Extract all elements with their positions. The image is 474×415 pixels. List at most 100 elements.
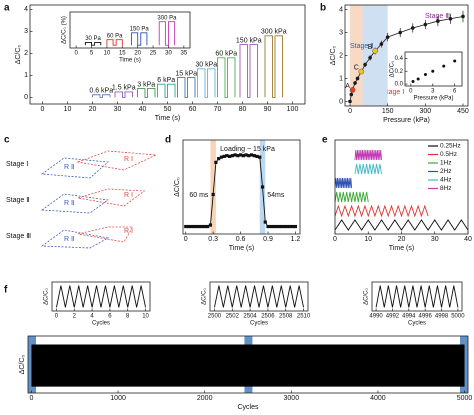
- stage-label: Stage Ⅲ: [6, 233, 31, 240]
- data-line: [106, 39, 123, 46]
- plot-frame: [209, 281, 309, 312]
- data-point: [233, 153, 237, 157]
- data-point: [192, 224, 196, 229]
- point-label: A: [345, 83, 350, 90]
- highlight-point: [372, 48, 378, 54]
- region-label: R Ⅱ: [64, 236, 74, 243]
- x-tick-label: 30: [114, 106, 122, 113]
- data-point: [214, 160, 218, 164]
- series-label: 60 kPa: [215, 51, 237, 58]
- x-tick-label: 150: [382, 108, 394, 115]
- y-tick-label: 0.2: [395, 69, 404, 75]
- data-line: [56, 285, 146, 308]
- data-point: [225, 154, 229, 158]
- plot-frame: [371, 281, 463, 312]
- series-label: 150 Pa: [130, 26, 150, 32]
- x-tick-label: 450: [457, 108, 469, 115]
- x-tick-label: 1.2: [291, 236, 301, 243]
- panel-label: a: [4, 3, 10, 14]
- x-tick-label: 20: [134, 51, 141, 57]
- data-line: [157, 83, 176, 98]
- x-tick-label: 2: [73, 314, 77, 320]
- legend-label: 0.25Hz: [440, 143, 461, 150]
- data-line: [264, 35, 283, 98]
- panel-label: c: [4, 135, 10, 146]
- region-label: R Ⅱ: [64, 164, 74, 171]
- plot-frame: [69, 11, 191, 49]
- x-tick-label: 0: [74, 51, 78, 57]
- data-point: [263, 220, 267, 224]
- data-point: [423, 22, 428, 27]
- y-axis-label: ΔC/C₀: [19, 355, 26, 375]
- data-point: [271, 224, 276, 229]
- data-point: [266, 224, 270, 229]
- legend-label: 0.5Hz: [440, 151, 457, 158]
- stage-label: Stage Ⅰ: [382, 89, 404, 96]
- x-axis-label: Cycles: [408, 321, 426, 327]
- data-point: [195, 224, 199, 229]
- data-point: [288, 224, 292, 229]
- x-axis-label: Cycles: [250, 321, 268, 327]
- panel-label: e: [322, 135, 328, 146]
- x-axis-label: Cycles: [92, 321, 110, 327]
- x-tick-label: 20: [398, 236, 406, 243]
- point-label: B: [368, 44, 373, 51]
- plot-frame: [344, 4, 469, 107]
- data-point: [355, 76, 360, 81]
- x-tick-label: 8: [126, 314, 130, 320]
- data-line: [131, 32, 148, 46]
- data-line: [334, 219, 469, 231]
- x-tick-label: 0: [30, 395, 34, 402]
- data-point: [255, 154, 259, 159]
- y-tick-label: 4: [339, 6, 343, 13]
- data-point: [293, 224, 298, 229]
- highlight-point: [358, 68, 365, 75]
- x-tick-label: 90: [264, 106, 272, 113]
- region-outline: [77, 226, 134, 243]
- x-tick-label: 0: [348, 108, 352, 115]
- legend-label: 8Hz: [440, 185, 452, 192]
- data-point: [184, 224, 188, 229]
- x-tick-label: 70: [214, 106, 222, 113]
- x-tick-label: 0.3: [208, 236, 218, 243]
- x-tick-label: 2502: [226, 314, 240, 320]
- data-line: [217, 57, 236, 98]
- data-point: [230, 154, 234, 158]
- plot-frame: [27, 335, 469, 394]
- y-tick-label: 0: [24, 94, 28, 101]
- y-axis-label: ΔC/C₀ (%): [62, 16, 68, 44]
- x-tick-label: 40: [139, 106, 147, 113]
- x-tick-label: 0: [333, 236, 337, 243]
- region-outline: [77, 188, 146, 207]
- x-tick-label: 4: [90, 314, 94, 320]
- y-tick-label: 2: [339, 52, 343, 59]
- x-tick-label: 4998: [435, 314, 449, 320]
- x-tick-label: 10: [104, 51, 111, 57]
- span-label: 54ms: [267, 192, 285, 199]
- y-tick-label: 0.0: [395, 82, 404, 88]
- x-tick-label: 4990: [369, 314, 383, 320]
- y-tick-label: 1: [339, 75, 343, 82]
- data-point: [203, 224, 207, 229]
- plot-frame: [51, 281, 151, 312]
- y-tick-label: 4: [24, 6, 28, 13]
- series-label: 300 kPa: [261, 29, 287, 36]
- data-point: [280, 224, 284, 229]
- data-line: [92, 94, 111, 98]
- data-line: [214, 285, 304, 308]
- region-label: R Ⅰ: [124, 192, 133, 199]
- panel-label: b: [320, 3, 326, 14]
- data-point: [379, 42, 384, 46]
- x-tick-label: 4992: [386, 314, 400, 320]
- data-point: [236, 154, 240, 158]
- x-tick-label: 4994: [402, 314, 416, 320]
- data-line: [334, 177, 353, 189]
- highlight-point: [349, 87, 356, 93]
- series-label: 30 Pa: [85, 36, 101, 42]
- x-tick-label: 2504: [243, 314, 257, 320]
- data-point: [436, 19, 440, 23]
- panel-label: f: [4, 285, 8, 296]
- y-axis-label: ΔC/C₀: [330, 46, 337, 66]
- x-tick-label: 30: [165, 51, 172, 57]
- data-point: [274, 224, 278, 229]
